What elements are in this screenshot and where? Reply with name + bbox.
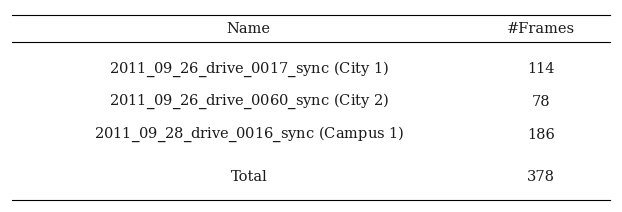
Text: 186: 186: [527, 128, 555, 142]
Text: 2011$\_$09$\_$26$\_$drive$\_$0060$\_$sync (City 2): 2011$\_$09$\_$26$\_$drive$\_$0060$\_$syn…: [109, 92, 389, 112]
Text: Total: Total: [230, 170, 267, 184]
Text: 78: 78: [532, 95, 550, 109]
Text: Name: Name: [227, 22, 271, 36]
Text: 2011$\_$09$\_$28$\_$drive$\_$0016$\_$sync (Campus 1): 2011$\_$09$\_$28$\_$drive$\_$0016$\_$syn…: [93, 125, 404, 144]
Text: 2011$\_$09$\_$26$\_$drive$\_$0017$\_$sync (City 1): 2011$\_$09$\_$26$\_$drive$\_$0017$\_$syn…: [109, 59, 389, 79]
Text: #Frames: #Frames: [507, 22, 575, 36]
Text: 114: 114: [527, 62, 555, 76]
Text: 378: 378: [527, 170, 555, 184]
